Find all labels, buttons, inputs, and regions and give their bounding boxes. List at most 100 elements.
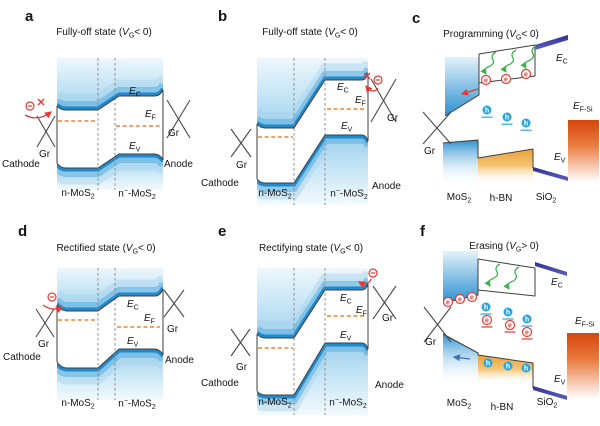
ec-label: EC bbox=[551, 277, 563, 290]
panel-b: b Fully-off state (VG< 0) EC EF EV Gr Gr… bbox=[200, 0, 401, 213]
graphene-cross-icon bbox=[370, 78, 397, 123]
ef-label: EF bbox=[356, 305, 367, 318]
panel-c: e e e h h h c Programming (VG< 0) EC EV … bbox=[400, 0, 600, 213]
ec-label: EC bbox=[127, 299, 139, 312]
anode-label: Anode bbox=[164, 159, 193, 170]
ev-label: EV bbox=[340, 330, 352, 343]
valence-band-edge bbox=[56, 153, 164, 169]
region-label-nmos2: n-MoS2 bbox=[61, 398, 95, 411]
valence-band-edge bbox=[56, 348, 164, 369]
valence-band-edge bbox=[442, 333, 534, 388]
conduction-band-edge bbox=[256, 283, 369, 339]
trapped-hole-symbols: h h h bbox=[483, 358, 531, 373]
svg-text:h: h bbox=[524, 366, 528, 373]
conduction-band-region bbox=[57, 268, 163, 311]
hbn-conduction-barrier bbox=[477, 258, 536, 297]
panel-title: Fully-off state (VG< 0) bbox=[262, 27, 358, 40]
svg-text:e: e bbox=[504, 77, 508, 84]
cathode-label: Cathode bbox=[2, 159, 40, 170]
injection-arrow bbox=[357, 278, 372, 289]
fermi-level-line bbox=[258, 108, 366, 138]
panel-letter: b bbox=[218, 8, 228, 25]
ev-label: EV bbox=[554, 152, 566, 165]
svg-text:e: e bbox=[470, 295, 474, 302]
panel-letter: f bbox=[420, 223, 425, 240]
accumulated-electron-symbols: e e e bbox=[442, 291, 478, 308]
mos2-conduction-region bbox=[443, 251, 478, 303]
cathode-label: Cathode bbox=[3, 352, 41, 363]
fermi-level-line bbox=[258, 315, 366, 349]
svg-text:e: e bbox=[524, 72, 528, 79]
ec-label: EC bbox=[556, 53, 568, 66]
trapped-electron-symbols: e e e bbox=[480, 68, 532, 86]
blocked-injection-arrow bbox=[365, 85, 379, 93]
anode-label: Anode bbox=[165, 355, 194, 366]
svg-text:h: h bbox=[506, 364, 510, 371]
sio2-conduction-band bbox=[535, 262, 567, 276]
anode-label: Anode bbox=[372, 181, 401, 192]
electron-hole-pairs: h e h e h e bbox=[480, 302, 533, 340]
svg-text:e: e bbox=[458, 297, 462, 304]
conduction-band-region bbox=[257, 58, 368, 128]
graphene-label: Gr bbox=[236, 362, 248, 373]
graphene-cross-icon bbox=[372, 285, 397, 320]
tunneling-arrows bbox=[480, 45, 537, 75]
injection-arrow bbox=[42, 304, 64, 314]
efsi-label: EF-Si bbox=[573, 101, 593, 114]
valence-band-edge bbox=[442, 139, 534, 168]
ef-label: EF bbox=[145, 109, 156, 122]
valence-band-region bbox=[257, 135, 368, 205]
svg-text:h: h bbox=[506, 310, 510, 317]
panel-letter: c bbox=[412, 10, 421, 27]
conduction-band-edge bbox=[444, 83, 480, 117]
graphene-label: Gr bbox=[382, 313, 394, 324]
graphene-cross-icon bbox=[423, 306, 452, 343]
svg-text:e: e bbox=[485, 318, 489, 325]
valence-band-edge bbox=[256, 134, 369, 184]
panel-f: e e e h e h e h e h h h f Erasing (VG> 0… bbox=[400, 213, 600, 426]
fermi-level-line bbox=[58, 120, 161, 127]
svg-text:e: e bbox=[446, 300, 450, 307]
blocked-x-icon bbox=[363, 72, 371, 80]
ec-label: EC bbox=[129, 86, 141, 99]
ev-label: EV bbox=[129, 141, 141, 154]
material-label-hbn: h-BN bbox=[490, 402, 514, 413]
svg-text:h: h bbox=[484, 305, 488, 312]
panel-title: Rectified state (VG< 0) bbox=[56, 243, 156, 256]
panel-a-diagram bbox=[24, 58, 191, 190]
panel-letter: d bbox=[18, 223, 28, 240]
svg-text:h: h bbox=[486, 361, 490, 368]
hole-drift-arrow bbox=[452, 354, 471, 362]
region-label-nmos2: n-MoS2 bbox=[258, 188, 292, 201]
region-label-nminus-mos2: n−-MoS2 bbox=[329, 397, 367, 410]
region-label-nminus-mos2: n−-MoS2 bbox=[330, 188, 368, 201]
conduction-band-region bbox=[257, 268, 368, 338]
silicon-fermi-box bbox=[568, 120, 599, 182]
region-label-nmos2: n-MoS2 bbox=[258, 397, 292, 410]
silicon-fermi-box bbox=[567, 333, 599, 399]
material-label-sio2: SiO2 bbox=[536, 397, 558, 410]
panel-e: e Rectifying state (VG< 0) EC EF EV Gr G… bbox=[200, 213, 404, 426]
graphene-cross-icon bbox=[35, 308, 55, 338]
ev-label: EV bbox=[554, 374, 566, 387]
hole-symbols: h h h bbox=[481, 105, 532, 131]
ec-label: EC bbox=[340, 293, 352, 306]
svg-text:h: h bbox=[524, 121, 528, 128]
graphene-label: Gr bbox=[236, 160, 248, 171]
efsi-label: EF-Si bbox=[575, 316, 595, 329]
graphene-label: Gr bbox=[168, 128, 180, 139]
graphene-label: Gr bbox=[424, 146, 436, 157]
graphene-cross-icon bbox=[163, 289, 185, 318]
sio2-conduction-band bbox=[535, 35, 568, 50]
valence-band-region bbox=[257, 343, 368, 415]
region-label-nminus-mos2: n−-MoS2 bbox=[118, 398, 156, 411]
panel-d-diagram bbox=[35, 268, 185, 400]
svg-text:e: e bbox=[484, 78, 488, 85]
graphene-cross-icon bbox=[230, 128, 252, 158]
electron-drift-arrow bbox=[460, 88, 479, 96]
electron-symbol bbox=[47, 292, 57, 302]
graphene-label: Gr bbox=[38, 339, 50, 350]
sio2-valence-band bbox=[533, 167, 568, 181]
fermi-level-line bbox=[58, 319, 160, 328]
